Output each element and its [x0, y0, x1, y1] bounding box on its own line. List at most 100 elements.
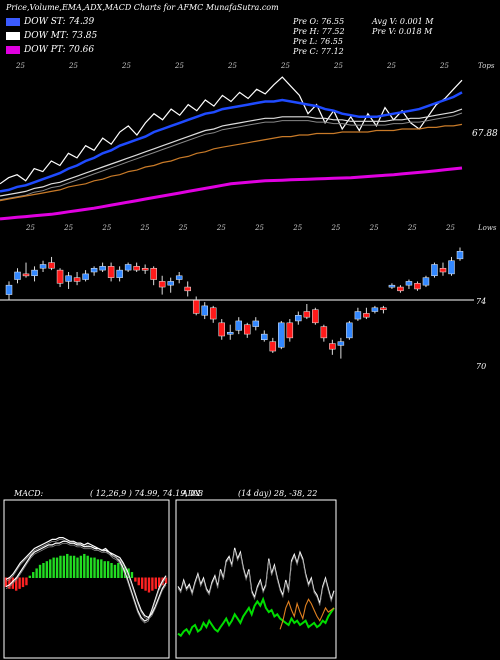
- macd-hist-bar: [134, 577, 137, 582]
- candle-tick-6: 25: [255, 224, 264, 232]
- candle-body: [226, 331, 234, 335]
- adx-line-di_plus_white: [177, 547, 335, 604]
- candle-body: [312, 309, 319, 324]
- top-tick-8: 25: [440, 62, 449, 70]
- top-tick-6: 25: [334, 62, 343, 70]
- candle-tick-11: 25: [446, 224, 455, 232]
- top-corner-label: Tops: [478, 62, 495, 70]
- candle-body: [82, 273, 89, 280]
- candle-body: [48, 262, 55, 269]
- macd-panel: [3, 499, 170, 659]
- macd-hist-bar: [59, 555, 62, 578]
- axis-label-70: 70: [476, 362, 487, 371]
- candle-body: [431, 264, 438, 277]
- candle-tick-10: 25: [407, 224, 417, 232]
- macd-hist-bar: [154, 577, 157, 589]
- legend-item-pt: DOW PT: 70.66: [6, 45, 94, 55]
- candle-body: [269, 341, 277, 352]
- candle-body: [65, 275, 72, 282]
- macd-label: MACD:: [14, 489, 44, 498]
- quote-low: Pre L: 76.55: [293, 37, 343, 46]
- candle-body: [116, 269, 123, 278]
- candle-body: [31, 269, 38, 277]
- macd-hist-bar: [137, 577, 140, 586]
- macd-line-signal: [5, 540, 167, 619]
- candle-corner-label: Lows: [478, 224, 497, 232]
- candle-body: [107, 266, 115, 278]
- candle-body: [278, 322, 285, 348]
- candle-body: [405, 281, 413, 286]
- macd-hist-bar: [93, 557, 96, 578]
- macd-hist-bar: [42, 563, 45, 578]
- macd-hist-bar: [103, 561, 106, 578]
- adx-label: ADX: [182, 489, 200, 498]
- candle-body: [133, 266, 140, 271]
- candle-body: [158, 281, 166, 288]
- macd-hist-bar: [45, 561, 49, 578]
- line-price: [0, 76, 463, 185]
- macd-shadow-macd: [5, 539, 167, 624]
- macd-hist-bar: [117, 563, 120, 578]
- price-label: 67.88: [472, 129, 498, 139]
- legend-swatch-mt: [6, 32, 20, 40]
- candle-body: [422, 277, 430, 286]
- macd-hist-bar: [120, 564, 123, 578]
- top-tick-2: 25: [122, 62, 131, 70]
- macd-hist-bar: [49, 559, 52, 578]
- candle-body: [14, 271, 21, 280]
- legend-item-mt: DOW MT: 73.85: [6, 31, 97, 41]
- candle-body: [295, 315, 302, 322]
- adx-panel: [175, 499, 337, 659]
- candle-body: [235, 320, 243, 331]
- macd-hist-bar: [8, 577, 11, 589]
- candle-body: [303, 311, 311, 318]
- candle-tick-1: 25: [64, 224, 74, 232]
- candle-body: [337, 341, 345, 346]
- candle-body: [201, 305, 208, 316]
- candle-body: [329, 343, 336, 350]
- macd-hist-bar: [86, 555, 89, 578]
- adx-values: (14 day) 28, -38, 22: [238, 489, 318, 498]
- legend-label-st: DOW ST: 74.39: [24, 17, 95, 27]
- quote-open: Pre O: 76.55: [293, 17, 345, 26]
- macd-hist-bar: [18, 577, 21, 589]
- top-tick-3: 25: [175, 62, 184, 70]
- candle-body: [244, 324, 251, 335]
- adx-line-adx_orange: [279, 598, 335, 630]
- candle-body: [99, 266, 106, 271]
- macd-hist-bar: [55, 557, 59, 578]
- candle-tick-7: 25: [293, 224, 303, 232]
- line-ema_lt: [0, 123, 463, 202]
- candle-body: [252, 320, 260, 327]
- candle-body: [150, 267, 157, 280]
- candle-body: [218, 322, 225, 337]
- candle-tick-5: 25: [216, 224, 226, 232]
- candle-body: [439, 267, 447, 273]
- candle-body: [124, 264, 132, 271]
- macd-values: ( 12,26,9 ) 74.99, 74.19, 0.8: [90, 489, 204, 498]
- macd-hist-bar: [130, 572, 134, 578]
- macd-hist-bar: [96, 559, 100, 578]
- candle-body: [175, 275, 183, 280]
- macd-hist-bar: [4, 577, 8, 588]
- legend-label-pt: DOW PT: 70.66: [24, 45, 95, 55]
- macd-shadow-signal: [5, 542, 167, 620]
- candle-body: [56, 269, 64, 284]
- macd-hist-bar: [89, 557, 93, 578]
- macd-hist-bar: [83, 553, 86, 578]
- candle-body: [39, 264, 47, 269]
- macd-hist-bar: [15, 577, 18, 591]
- candle-body: [141, 267, 149, 271]
- macd-hist-bar: [144, 577, 147, 591]
- candle-tick-2: 25: [102, 224, 112, 232]
- chart-title: Price,Volume,EMA,ADX,MACD Charts for AFM…: [6, 3, 279, 12]
- candle-body: [371, 307, 379, 312]
- adx-shadow: [177, 549, 335, 606]
- macd-hist-bar: [147, 577, 151, 593]
- macd-hist-bar: [164, 577, 168, 584]
- candle-tick-4: 25: [178, 224, 188, 232]
- line-dow_pt: [0, 166, 463, 221]
- macd-hist-bar: [66, 553, 69, 578]
- candle-body: [397, 286, 404, 292]
